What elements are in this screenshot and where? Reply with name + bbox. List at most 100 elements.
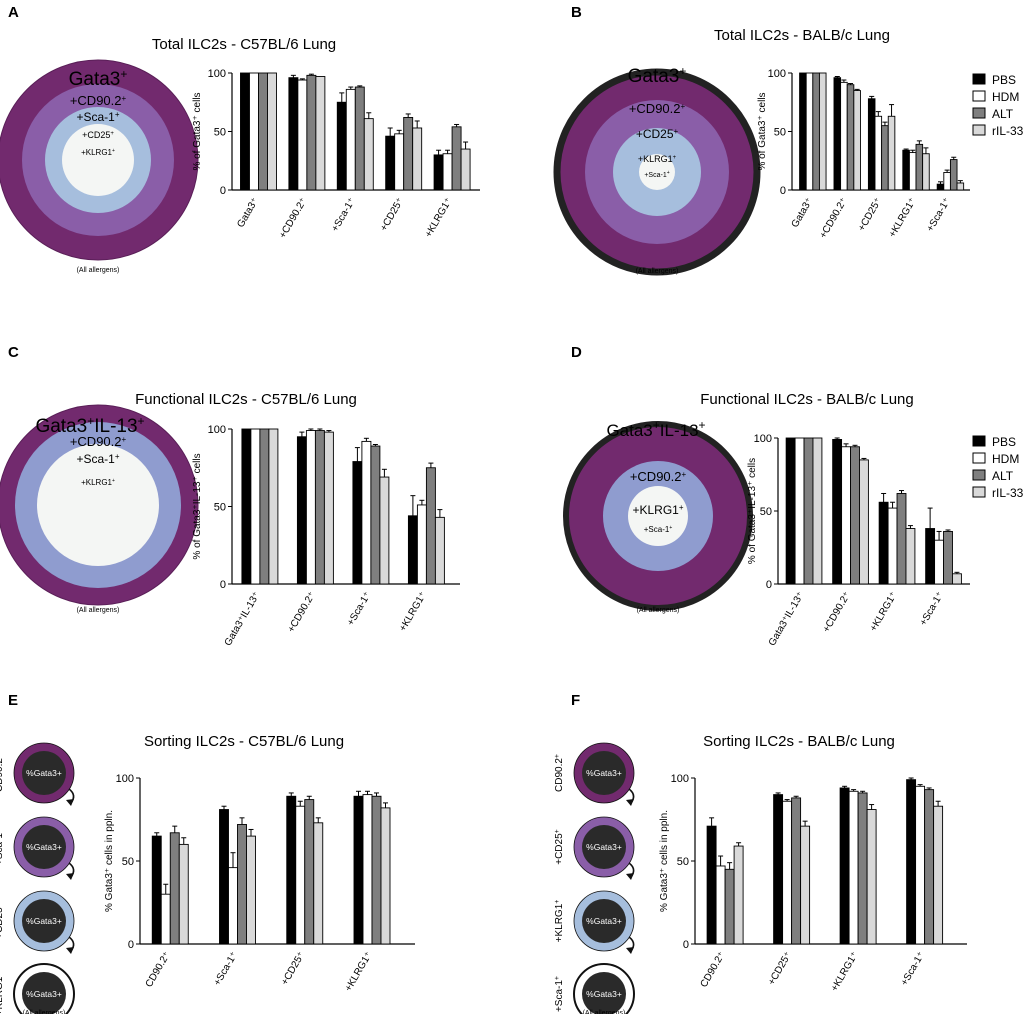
gating-ring	[37, 444, 159, 566]
ring-label-text: +KLRG1	[81, 478, 112, 487]
sort-step-core-label: %Gata3+	[26, 989, 62, 999]
panel-b: B Total ILC2s - BALB/c Lung +CD90.2+ +CD2…	[515, 0, 1030, 340]
bar-hdm	[805, 72, 814, 191]
bar-ril33	[818, 72, 827, 191]
x-tick-label: +CD25⁺	[766, 950, 794, 987]
ring-label-sup: +	[122, 94, 127, 103]
x-tick-label: CD90.2⁺	[144, 950, 173, 989]
bar-pbs	[799, 72, 807, 191]
bar-pbs	[867, 98, 876, 191]
legend-label: ALT	[992, 469, 1014, 483]
bar-hdm	[305, 430, 316, 585]
sort-step-core-label: %Gata3+	[586, 916, 622, 926]
sort-step-label-sup: +	[0, 903, 1, 907]
sort-step-label: +CD25+	[0, 903, 5, 939]
bar-hdm	[345, 88, 356, 191]
bar-hdm	[874, 115, 883, 191]
ring-label-sup: +	[112, 478, 115, 484]
sort-step-label-text: +CD25	[0, 907, 5, 939]
bar-hdm	[794, 437, 805, 585]
y-tick-label: 50	[677, 856, 689, 868]
panel-f: F Sorting ILC2s - BALB/c Lung %Gata3+ CD9…	[515, 680, 1030, 1014]
x-tick-label: +CD90.2⁺	[286, 590, 318, 634]
ring-label: +Sca-1+	[76, 110, 119, 125]
y-axis-label: % of Gata3⁺IL-13⁺ cells	[192, 453, 203, 559]
sort-step-label-text: +CD25	[554, 833, 565, 865]
bar-ril33	[434, 516, 445, 585]
sort-step-label: +CD25+	[554, 829, 566, 865]
bar-alt	[857, 792, 868, 945]
panel-title: Functional ILC2s - BALB/c Lung	[700, 391, 913, 408]
ring-label-text: +CD25	[82, 130, 110, 140]
ring-label-sup: +	[110, 131, 114, 137]
sort-step-label: +KLRG1+	[0, 973, 5, 1014]
panel-title: Sorting ILC2s - C57BL/6 Lung	[144, 733, 344, 750]
gating-ring	[628, 486, 688, 546]
ring-label-text: +KLRG1	[638, 154, 673, 164]
panel-c-figure: C Functional ILC2s - C57BL/6 Lung +CD90.…	[0, 344, 460, 648]
panel-letter: F	[571, 692, 580, 709]
bar-ril33	[460, 148, 471, 191]
ring-label: +CD90.2+	[630, 469, 687, 484]
ring-label-sup: +	[669, 525, 672, 531]
bar-hdm	[297, 79, 308, 191]
x-tick-label: +KLRG1⁺	[868, 590, 899, 634]
sort-step-label: CD90.2+	[0, 754, 5, 792]
bar-pbs	[839, 787, 850, 945]
sort-steps-diagram: %Gata3+CD90.2+%Gata3++CD25+%Gata3++KLRG1…	[554, 742, 635, 1014]
diagram-header-text2: IL-13	[660, 421, 699, 440]
bar-ril33	[315, 76, 326, 191]
sort-step-core-label: %Gata3+	[586, 768, 622, 778]
bar-pbs	[902, 149, 910, 191]
ring-label-text: +Sca-1	[76, 110, 115, 124]
x-tick-label: +Sca-1⁺	[918, 590, 946, 628]
sort-step-core	[22, 899, 66, 943]
sort-step-label-text: +KLRG1	[0, 976, 5, 1014]
ring-label-sup: +	[122, 435, 127, 444]
bar-alt	[314, 430, 325, 585]
legend-swatch	[972, 452, 986, 464]
ring-label-sup: +	[674, 127, 679, 136]
y-tick-label: 50	[214, 127, 226, 139]
bar-ril33	[313, 822, 324, 945]
ring-label-sup: +	[679, 503, 684, 512]
ring-label-sup: +	[112, 148, 115, 154]
ring-label-sup: +	[115, 110, 120, 119]
bar-pbs	[833, 77, 842, 191]
diagram-caption: (All allergens)	[583, 1010, 626, 1014]
x-tick-label: +CD90.2⁺	[821, 590, 853, 634]
gating-ring-diagram: +CD90.2++CD25++KLRG1++Sca-1+Gata3+(All a…	[553, 64, 761, 276]
bar-hdm	[934, 539, 944, 585]
bar-pbs	[241, 428, 252, 585]
ring-label-text: +CD90.2	[70, 434, 122, 449]
diagram-header-text2: IL-13	[94, 416, 137, 437]
ring-label-text: +CD90.2	[70, 93, 122, 108]
x-tick-label: +CD90.2⁺	[818, 196, 850, 240]
diagram-caption: (All allergens)	[77, 267, 120, 274]
bar-chart: 0 50 100 % of Gata3⁺IL-13⁺ cells Gata3⁺IL-13…	[747, 433, 1024, 648]
legend-label: ALT	[992, 107, 1014, 121]
sort-step-label: +Sca-1+	[0, 829, 5, 865]
bar-alt	[949, 159, 958, 191]
sort-step-label-text: +Sca-1	[554, 980, 565, 1012]
bar-hdm	[782, 800, 793, 945]
x-tick-label: +Sca-1⁺	[899, 950, 927, 988]
sort-step-label-text: +KLRG1	[554, 903, 565, 942]
sort-step-label-sup: +	[554, 976, 561, 980]
bar-alt	[259, 428, 270, 585]
bar-ril33	[178, 843, 189, 945]
diagram-header: Gata3+	[69, 67, 128, 90]
ring-label-sup: +	[667, 170, 670, 176]
ring-label-sup: +	[681, 102, 686, 111]
bar-ril33	[412, 127, 423, 191]
ring-label: +KLRG1+	[638, 154, 677, 164]
legend-label: rIL-33	[992, 486, 1024, 500]
y-tick-label: 100	[116, 773, 134, 785]
y-tick-label: 100	[208, 424, 226, 436]
bar-pbs	[286, 795, 297, 945]
y-tick-label: 100	[754, 433, 772, 445]
x-tick-label: +KLRG1⁺	[829, 950, 860, 994]
ring-label: +CD90.2+	[70, 93, 127, 108]
legend-swatch	[972, 435, 986, 447]
sort-step-core-label: %Gata3+	[26, 916, 62, 926]
